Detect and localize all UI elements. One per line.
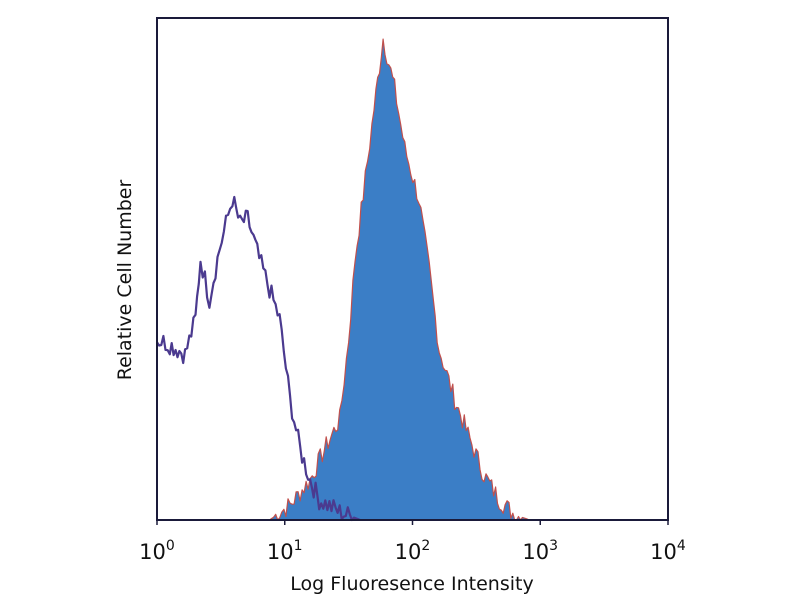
x-tick-label: 101 [267,538,303,564]
x-tick-label: 102 [395,538,431,564]
x-axis-label: Log Fluoresence Intensity [290,573,533,595]
y-axis-label: Relative Cell Number [114,180,136,381]
series-layer [156,38,531,522]
x-tick-label: 103 [522,538,558,564]
outline-histogram-series [156,195,361,522]
x-tick-label: 100 [139,538,175,564]
x-tick-label: 104 [650,538,686,564]
filled-histogram-series [268,38,531,521]
x-tick-labels: 100 101 102 103 104 [139,520,686,564]
